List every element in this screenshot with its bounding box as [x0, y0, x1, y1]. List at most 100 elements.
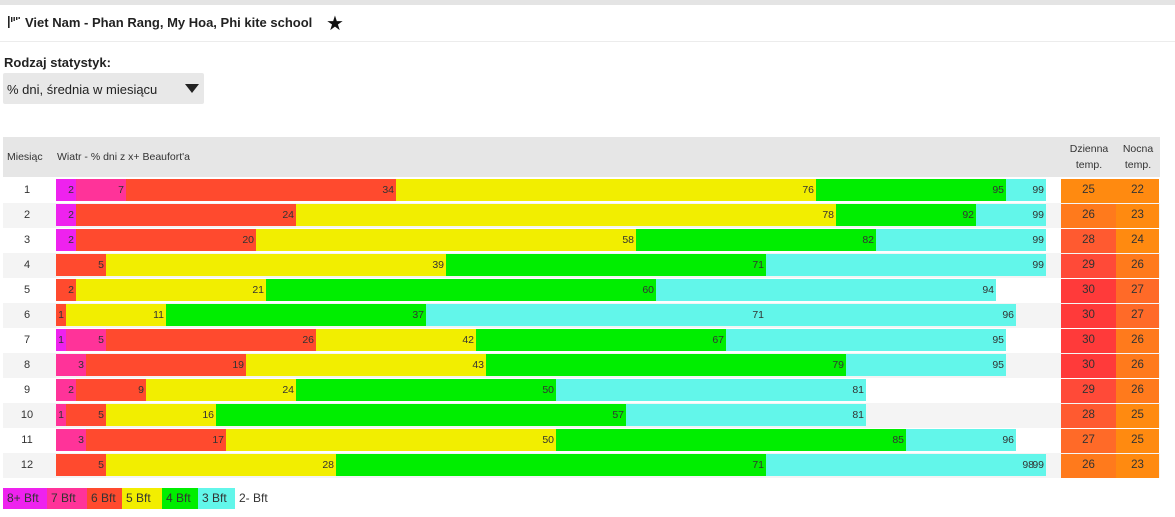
- bar-value-label: 5: [98, 409, 104, 421]
- bar-segment: [296, 204, 836, 226]
- bar-value-label: 82: [862, 234, 874, 246]
- legend-item: 8+ Bft: [3, 488, 47, 509]
- bar-segment: [656, 279, 996, 301]
- table-row: 8 3 19 43 79 95 30 26: [3, 353, 1160, 378]
- bar-value-label: 2: [68, 209, 74, 221]
- bar-value-label: 24: [282, 384, 294, 396]
- table-row: 6 1 11 37 71 96 30 27: [3, 303, 1160, 328]
- bar-segment: [766, 304, 1016, 326]
- column-day-temp: Dzienna temp.: [1064, 141, 1114, 173]
- bar-value-label: 39: [432, 259, 444, 271]
- bar-value-label: 96: [1002, 309, 1014, 321]
- bar-segment: [816, 179, 1006, 201]
- day-temp-cell: 28: [1061, 404, 1116, 428]
- bar-value-label: 3: [78, 434, 84, 446]
- bar-value-label: 57: [612, 409, 624, 421]
- bar-segment: [66, 329, 106, 351]
- bar-segment: [76, 179, 126, 201]
- bar-value-label: 99: [1032, 184, 1044, 196]
- stats-type-select[interactable]: % dni, średnia w miesiącu: [3, 73, 204, 104]
- bar-segment: [76, 279, 266, 301]
- bar-value-label: 37: [412, 309, 424, 321]
- star-icon[interactable]: ★: [326, 13, 344, 35]
- table-row: 3 2 20 58 82 99 28 24: [3, 228, 1160, 253]
- bar-segment: [86, 354, 246, 376]
- bar-segment: [556, 429, 906, 451]
- night-temp-cell: 24: [1116, 229, 1159, 253]
- bar-segment: [726, 329, 1006, 351]
- night-temp-cell: 26: [1116, 329, 1159, 353]
- legend-item: 6 Bft: [87, 488, 122, 509]
- day-temp-cell: 29: [1061, 254, 1116, 278]
- bar-segment: [106, 404, 216, 426]
- bar-value-label: 26: [302, 334, 314, 346]
- bar-segment: [296, 379, 556, 401]
- day-temp-cell: 26: [1061, 454, 1116, 478]
- bar-segment: [216, 404, 626, 426]
- bar-segment: [56, 304, 66, 326]
- bar-value-label: 1: [58, 409, 64, 421]
- table-row: 1 2 7 34 76 95 99 25 22: [3, 178, 1160, 203]
- table-row: 11 3 17 50 85 96 27 25: [3, 428, 1160, 453]
- bar-value-label: 24: [282, 209, 294, 221]
- bar-value-label: 11: [153, 309, 164, 321]
- bar-value-label: 5: [98, 259, 104, 271]
- night-temp-cell: 26: [1116, 254, 1159, 278]
- bar-value-label: 96: [1002, 434, 1014, 446]
- bar-segment: [76, 229, 256, 251]
- bar-segment: [906, 429, 1016, 451]
- month-label: 2: [23, 209, 31, 221]
- bar-segment: [426, 304, 766, 326]
- column-day-temp-line1: Dzienna: [1069, 143, 1109, 155]
- bar-value-label: 76: [802, 184, 814, 196]
- bar-segment: [106, 454, 336, 476]
- bar-segment: [316, 329, 476, 351]
- bar-segment: [876, 229, 1046, 251]
- bar-value-label: 16: [202, 409, 214, 421]
- bar-segment: [76, 379, 146, 401]
- bar-value-label: 71: [752, 309, 764, 321]
- bar-segment: [636, 229, 876, 251]
- bar-segment: [1036, 454, 1046, 476]
- bar-segment: [1006, 179, 1046, 201]
- bar-value-label: 5: [98, 459, 104, 471]
- day-temp-cell: 30: [1061, 354, 1116, 378]
- bar-segment: [766, 254, 1046, 276]
- bar-segment: [766, 454, 1036, 476]
- bar-value-label: 81: [852, 409, 864, 421]
- column-night-temp-line1: Nocna: [1122, 143, 1154, 155]
- night-temp-cell: 26: [1116, 379, 1159, 403]
- month-label: 6: [23, 309, 31, 321]
- bar-value-label: 50: [542, 434, 554, 446]
- bar-value-label: 21: [252, 284, 264, 296]
- month-label: 9: [23, 384, 31, 396]
- night-temp-cell: 27: [1116, 279, 1159, 303]
- bar-value-label: 19: [232, 359, 244, 371]
- night-temp-cell: 26: [1116, 354, 1159, 378]
- bar-segment: [56, 254, 106, 276]
- bar-segment: [556, 379, 866, 401]
- night-temp-cell: 27: [1116, 304, 1159, 328]
- bar-value-label: 71: [752, 459, 764, 471]
- bar-value-label: 1: [58, 334, 64, 346]
- day-temp-cell: 28: [1061, 229, 1116, 253]
- bar-value-label: 1: [58, 309, 64, 321]
- bar-segment: [106, 254, 446, 276]
- day-temp-cell: 29: [1061, 379, 1116, 403]
- bar-value-label: 2: [68, 384, 74, 396]
- bar-segment: [56, 354, 86, 376]
- bar-value-label: 67: [712, 334, 724, 346]
- bar-value-label: 58: [622, 234, 634, 246]
- bar-segment: [476, 329, 726, 351]
- bar-value-label: 17: [212, 434, 224, 446]
- bar-segment: [226, 429, 556, 451]
- bar-value-label: 60: [642, 284, 654, 296]
- column-night-temp: Nocna temp.: [1117, 141, 1159, 173]
- bar-segment: [56, 179, 76, 201]
- bar-value-label: 2: [68, 234, 74, 246]
- page-title: Viet Nam - Phan Rang, My Hoa, Phi kite s…: [25, 15, 313, 30]
- bar-value-label: 81: [852, 384, 864, 396]
- bar-value-label: 7: [118, 184, 124, 196]
- bar-segment: [56, 454, 106, 476]
- chevron-down-icon: [185, 84, 199, 93]
